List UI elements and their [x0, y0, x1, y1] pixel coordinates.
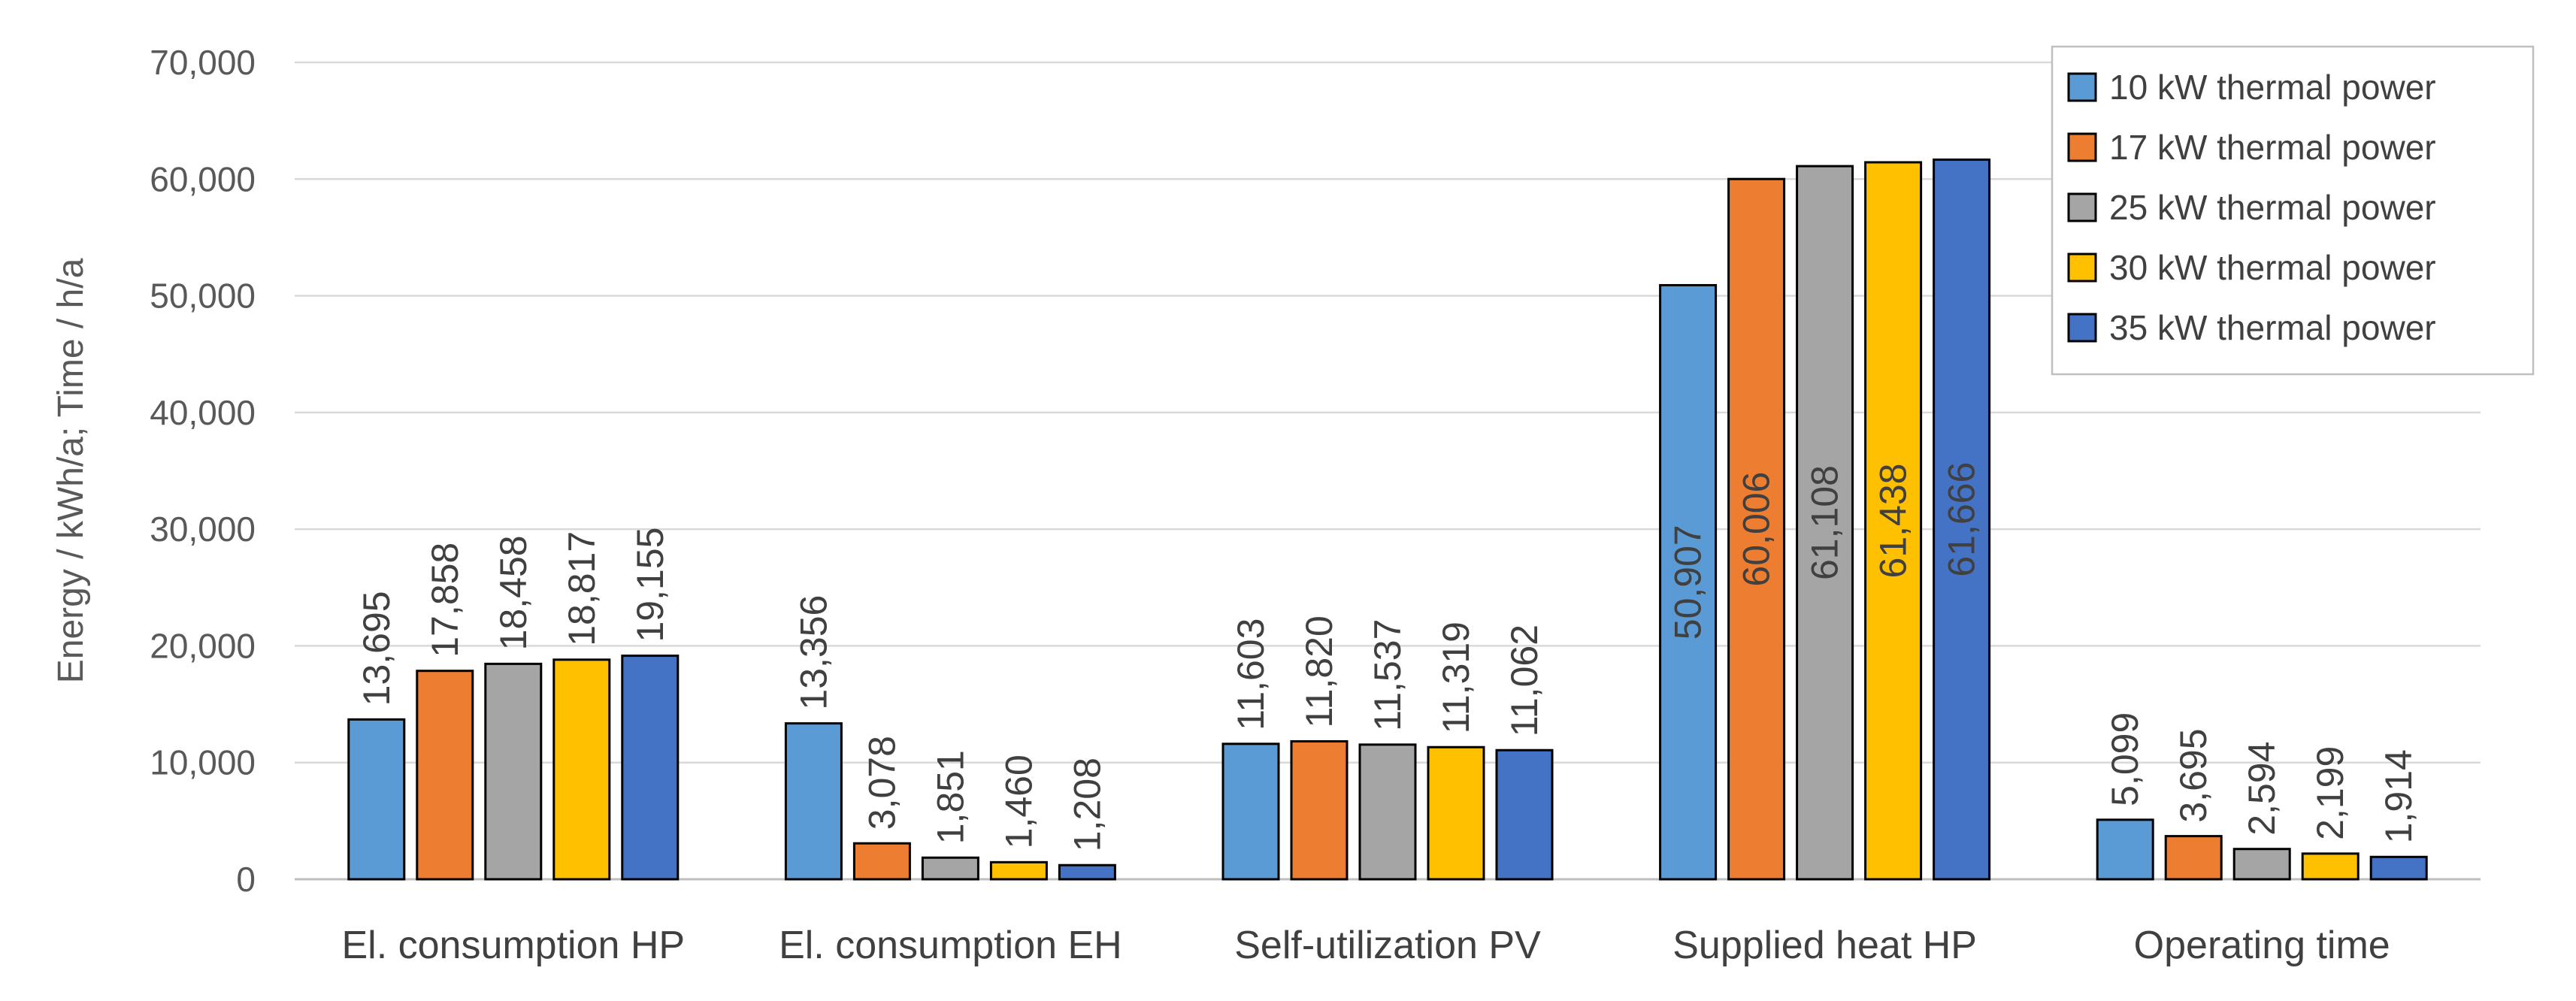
data-label-0-2: 18,458	[492, 535, 534, 650]
legend-swatch-3	[2067, 253, 2097, 283]
data-label-3-2: 61,108	[1804, 465, 1846, 580]
data-label-2-1: 11,820	[1298, 615, 1340, 727]
bar-3-0	[1659, 283, 1718, 881]
data-label-2-2: 11,537	[1367, 619, 1409, 731]
bar-3-1	[1727, 177, 1786, 881]
y-tick-label: 30,000	[150, 510, 256, 549]
legend-swatch-1	[2067, 132, 2097, 162]
bar-3-2	[1796, 165, 1854, 881]
bar-0-4	[621, 655, 680, 881]
category-label-1: El. consumption EH	[779, 924, 1122, 967]
bar-0-3	[552, 658, 611, 881]
data-label-4-3: 2,199	[2309, 746, 2351, 840]
axes: 0 10,000 20,000 30,000 40,000 50,000 60,000 70,…	[51, 43, 2481, 967]
legend-label-3: 30 kW thermal power	[2109, 248, 2436, 287]
bar-0-2	[484, 662, 543, 881]
data-label-0-4: 19,155	[629, 528, 671, 643]
bar-0-0	[347, 718, 406, 881]
data-label-3-1: 60,006	[1736, 472, 1778, 587]
legend: 10 kW thermal power 17 kW thermal power 25…	[2051, 45, 2535, 376]
data-label-2-4: 11,062	[1503, 624, 1545, 736]
data-label-1-1: 3,078	[861, 736, 903, 830]
y-tick-label: 70,000	[150, 43, 256, 82]
bar-3-4	[1933, 158, 1991, 881]
bar-2-1	[1290, 739, 1349, 881]
data-label-1-0: 13,356	[792, 595, 834, 710]
y-tick-label: 40,000	[150, 393, 256, 432]
data-label-0-1: 17,858	[424, 543, 466, 658]
data-label-4-0: 5,099	[2104, 712, 2146, 806]
bar-4-4	[2369, 855, 2428, 881]
legend-box	[2051, 45, 2535, 376]
y-axis-title: Energy / kWh/a; Time / h/a	[51, 258, 91, 683]
bar-1-2	[921, 856, 979, 881]
bar-4-2	[2232, 848, 2291, 881]
bar-0-1	[416, 670, 474, 881]
legend-label-4: 35 kW thermal power	[2109, 308, 2436, 347]
data-label-1-4: 1,208	[1066, 758, 1108, 851]
bar-4-1	[2164, 835, 2223, 881]
bar-1-3	[989, 860, 1048, 881]
legend-swatch-0	[2067, 72, 2097, 102]
data-label-2-3: 11,319	[1435, 621, 1477, 733]
category-label-4: Operating time	[2134, 924, 2390, 967]
data-label-0-0: 13,695	[356, 591, 398, 706]
bar-1-0	[784, 722, 843, 881]
bar-4-3	[2301, 852, 2360, 881]
data-label-3-4: 61,666	[1941, 462, 1983, 577]
bars	[347, 158, 2428, 881]
category-label-0: El. consumption HP	[341, 924, 685, 967]
data-label-3-0: 50,907	[1667, 525, 1709, 640]
data-label-4-2: 2,594	[2241, 742, 2283, 836]
y-tick-label: 50,000	[150, 277, 256, 316]
bar-2-2	[1358, 743, 1417, 881]
data-label-1-2: 1,851	[929, 750, 971, 844]
data-label-4-4: 1,914	[2378, 749, 2420, 843]
category-label-2: Self-utilization PV	[1234, 924, 1541, 967]
bar-1-4	[1058, 863, 1116, 881]
y-tick-label: 10,000	[150, 743, 256, 782]
bar-2-3	[1427, 745, 1485, 881]
y-tick-label: 0	[236, 860, 256, 899]
y-tick-label: 20,000	[150, 626, 256, 665]
category-label-3: Supplied heat HP	[1672, 924, 1977, 967]
data-label-1-3: 1,460	[997, 755, 1040, 848]
data-label-2-0: 11,603	[1230, 618, 1272, 730]
bar-1-1	[852, 842, 911, 881]
y-tick-label: 60,000	[150, 159, 256, 198]
bar-4-0	[2096, 818, 2154, 881]
legend-label-0: 10 kW thermal power	[2109, 68, 2436, 107]
legend-swatch-4	[2067, 313, 2097, 343]
legend-label-2: 25 kW thermal power	[2109, 188, 2436, 227]
bar-2-0	[1221, 742, 1280, 881]
legend-label-1: 17 kW thermal power	[2109, 128, 2436, 167]
data-labels: 13,695 17,858 18,458 18,817 19,155 13,356 3,07…	[356, 462, 2420, 852]
bar-3-3	[1864, 161, 1923, 881]
data-label-0-3: 18,817	[561, 531, 603, 646]
bar-2-4	[1495, 748, 1554, 881]
legend-swatch-2	[2067, 192, 2097, 222]
data-label-4-1: 3,695	[2172, 728, 2214, 822]
data-label-3-3: 61,438	[1872, 464, 1915, 579]
